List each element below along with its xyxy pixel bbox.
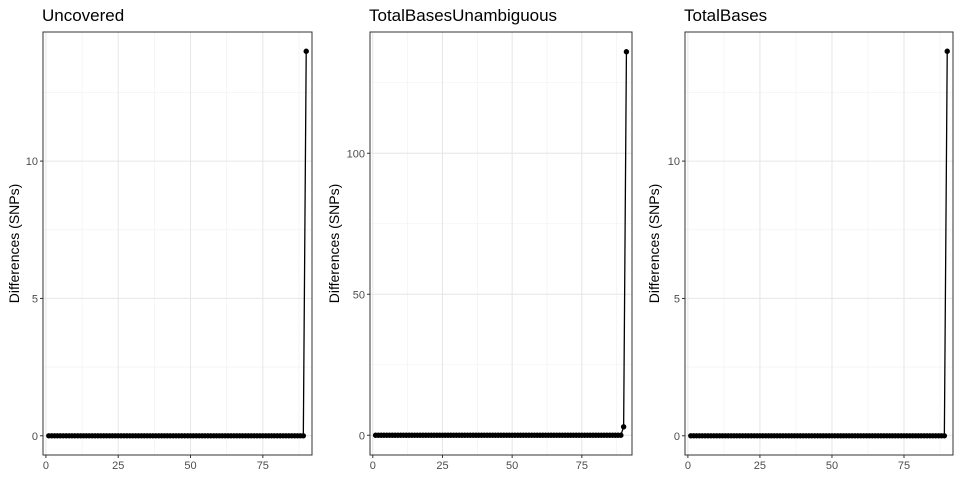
panel-background xyxy=(43,32,312,455)
panel-title: TotalBasesUnambiguous xyxy=(369,6,557,25)
y-tick-label: 0 xyxy=(359,430,365,442)
x-tick-label: 25 xyxy=(112,460,124,472)
y-axis-label: Differences (SNPs) xyxy=(646,184,662,304)
data-point xyxy=(618,432,624,438)
panel-3: 0 25 50 75 0 5 10 TotalBases Differences (SNPs) xyxy=(646,6,954,472)
panel-title: TotalBases xyxy=(684,6,767,25)
y-tick-label: 10 xyxy=(668,156,680,168)
x-tick-label: 75 xyxy=(576,460,588,472)
data-point xyxy=(303,48,309,54)
panel-2: 0 25 50 75 0 50 100 TotalBasesUnambiguous Differ… xyxy=(326,6,633,472)
y-tick-label: 0 xyxy=(674,431,680,443)
data-point xyxy=(300,433,307,439)
panel-background xyxy=(685,32,953,455)
data-point xyxy=(941,433,948,439)
x-tick-label: 75 xyxy=(257,460,269,472)
y-tick-label: 10 xyxy=(26,156,38,168)
y-tick-label: 100 xyxy=(347,148,365,160)
panel-1: 0 25 50 75 0 5 10 Uncovered Differences (SNPs) xyxy=(6,6,313,472)
y-axis-label: Differences (SNPs) xyxy=(6,184,22,304)
x-tick-label: 75 xyxy=(898,460,910,472)
y-tick-label: 50 xyxy=(353,289,365,301)
x-tick-label: 0 xyxy=(370,460,376,472)
x-tick-label: 50 xyxy=(506,460,518,472)
panel-border xyxy=(369,31,633,456)
data-point xyxy=(623,49,630,55)
panel-border xyxy=(684,31,954,456)
data-point xyxy=(944,48,950,54)
x-tick-label: 25 xyxy=(754,460,766,472)
x-tick-label: 0 xyxy=(43,460,49,472)
y-tick-label: 5 xyxy=(674,293,680,305)
y-axis-label: Differences (SNPs) xyxy=(326,184,342,304)
x-tick-label: 50 xyxy=(184,460,196,472)
x-tick-label: 50 xyxy=(826,460,838,472)
y-tick-label: 5 xyxy=(32,293,38,305)
x-tick-label: 0 xyxy=(685,460,691,472)
data-point xyxy=(620,424,627,430)
panel-background xyxy=(370,32,632,455)
y-tick-label: 0 xyxy=(32,431,38,443)
panel-title: Uncovered xyxy=(42,6,124,25)
panel-border xyxy=(42,31,313,456)
x-tick-label: 25 xyxy=(436,460,448,472)
